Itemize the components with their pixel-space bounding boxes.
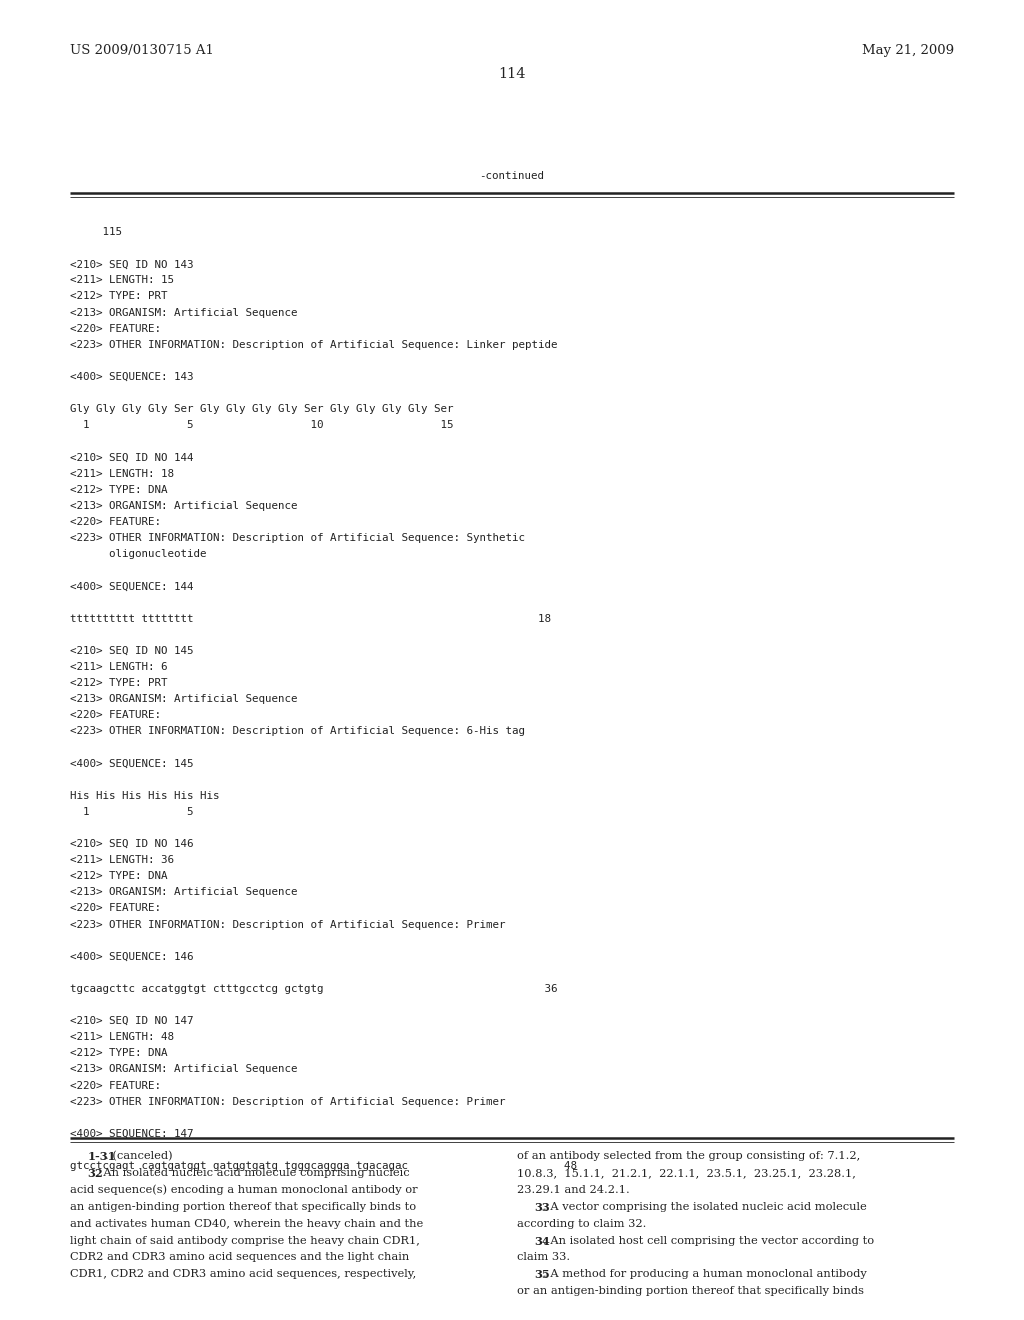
Text: <211> LENGTH: 36: <211> LENGTH: 36 <box>70 855 174 865</box>
Text: <220> FEATURE:: <220> FEATURE: <box>70 710 161 721</box>
Text: tgcaagcttc accatggtgt ctttgcctcg gctgtg                                  36: tgcaagcttc accatggtgt ctttgcctcg gctgtg … <box>70 983 557 994</box>
Text: <212> TYPE: PRT: <212> TYPE: PRT <box>70 678 167 688</box>
Text: 35: 35 <box>535 1270 550 1280</box>
Text: <400> SEQUENCE: 146: <400> SEQUENCE: 146 <box>70 952 194 962</box>
Text: <220> FEATURE:: <220> FEATURE: <box>70 903 161 913</box>
Text: . A vector comprising the isolated nucleic acid molecule: . A vector comprising the isolated nucle… <box>544 1201 867 1212</box>
Text: <212> TYPE: PRT: <212> TYPE: PRT <box>70 292 167 301</box>
Text: <212> TYPE: DNA: <212> TYPE: DNA <box>70 1048 167 1059</box>
Text: and activates human CD40, wherein the heavy chain and the: and activates human CD40, wherein the he… <box>70 1218 423 1229</box>
Text: <211> LENGTH: 18: <211> LENGTH: 18 <box>70 469 174 479</box>
Text: <210> SEQ ID NO 146: <210> SEQ ID NO 146 <box>70 840 194 849</box>
Text: <400> SEQUENCE: 147: <400> SEQUENCE: 147 <box>70 1129 194 1139</box>
Text: May 21, 2009: May 21, 2009 <box>862 44 954 57</box>
Text: 1-31: 1-31 <box>87 1151 116 1162</box>
Text: <223> OTHER INFORMATION: Description of Artificial Sequence: Primer: <223> OTHER INFORMATION: Description of … <box>70 1097 505 1106</box>
Text: 23.29.1 and 24.2.1.: 23.29.1 and 24.2.1. <box>517 1185 630 1195</box>
Text: <210> SEQ ID NO 144: <210> SEQ ID NO 144 <box>70 453 194 462</box>
Text: 33: 33 <box>535 1201 550 1213</box>
Text: <213> ORGANISM: Artificial Sequence: <213> ORGANISM: Artificial Sequence <box>70 500 297 511</box>
Text: 34: 34 <box>535 1236 550 1246</box>
Text: Gly Gly Gly Gly Ser Gly Gly Gly Gly Ser Gly Gly Gly Gly Ser: Gly Gly Gly Gly Ser Gly Gly Gly Gly Ser … <box>70 404 454 414</box>
Text: <400> SEQUENCE: 145: <400> SEQUENCE: 145 <box>70 759 194 768</box>
Text: 1               5                  10                  15: 1 5 10 15 <box>70 420 454 430</box>
Text: <211> LENGTH: 15: <211> LENGTH: 15 <box>70 276 174 285</box>
Text: <223> OTHER INFORMATION: Description of Artificial Sequence: 6-His tag: <223> OTHER INFORMATION: Description of … <box>70 726 524 737</box>
Text: <223> OTHER INFORMATION: Description of Artificial Sequence: Synthetic: <223> OTHER INFORMATION: Description of … <box>70 533 524 543</box>
Text: according to claim 32.: according to claim 32. <box>517 1218 646 1229</box>
Text: 115: 115 <box>70 227 122 238</box>
Text: <212> TYPE: DNA: <212> TYPE: DNA <box>70 484 167 495</box>
Text: claim 33.: claim 33. <box>517 1253 570 1262</box>
Text: <213> ORGANISM: Artificial Sequence: <213> ORGANISM: Artificial Sequence <box>70 694 297 704</box>
Text: <213> ORGANISM: Artificial Sequence: <213> ORGANISM: Artificial Sequence <box>70 1064 297 1074</box>
Text: <223> OTHER INFORMATION: Description of Artificial Sequence: Linker peptide: <223> OTHER INFORMATION: Description of … <box>70 339 557 350</box>
Text: 32: 32 <box>87 1168 102 1179</box>
Text: US 2009/0130715 A1: US 2009/0130715 A1 <box>70 44 214 57</box>
Text: tttttttttt tttttttt                                                     18: tttttttttt tttttttt 18 <box>70 614 551 623</box>
Text: His His His His His His: His His His His His His <box>70 791 219 801</box>
Text: 114: 114 <box>499 67 525 81</box>
Text: <213> ORGANISM: Artificial Sequence: <213> ORGANISM: Artificial Sequence <box>70 308 297 318</box>
Text: <210> SEQ ID NO 145: <210> SEQ ID NO 145 <box>70 645 194 656</box>
Text: <212> TYPE: DNA: <212> TYPE: DNA <box>70 871 167 882</box>
Text: <400> SEQUENCE: 143: <400> SEQUENCE: 143 <box>70 372 194 381</box>
Text: . A method for producing a human monoclonal antibody: . A method for producing a human monoclo… <box>544 1270 867 1279</box>
Text: <220> FEATURE:: <220> FEATURE: <box>70 323 161 334</box>
Text: an antigen-binding portion thereof that specifically binds to: an antigen-binding portion thereof that … <box>70 1201 416 1212</box>
Text: CDR2 and CDR3 amino acid sequences and the light chain: CDR2 and CDR3 amino acid sequences and t… <box>70 1253 409 1262</box>
Text: <220> FEATURE:: <220> FEATURE: <box>70 1081 161 1090</box>
Text: light chain of said antibody comprise the heavy chain CDR1,: light chain of said antibody comprise th… <box>70 1236 420 1246</box>
Text: <213> ORGANISM: Artificial Sequence: <213> ORGANISM: Artificial Sequence <box>70 887 297 898</box>
Text: 1               5: 1 5 <box>70 807 194 817</box>
Text: <210> SEQ ID NO 147: <210> SEQ ID NO 147 <box>70 1016 194 1026</box>
Text: <210> SEQ ID NO 143: <210> SEQ ID NO 143 <box>70 259 194 269</box>
Text: . An isolated host cell comprising the vector according to: . An isolated host cell comprising the v… <box>544 1236 874 1246</box>
Text: 10.8.3,  15.1.1,  21.2.1,  22.1.1,  23.5.1,  23.25.1,  23.28.1,: 10.8.3, 15.1.1, 21.2.1, 22.1.1, 23.5.1, … <box>517 1168 856 1177</box>
Text: . (canceled): . (canceled) <box>104 1151 172 1162</box>
Text: acid sequence(s) encoding a human monoclonal antibody or: acid sequence(s) encoding a human monocl… <box>70 1185 417 1196</box>
Text: <211> LENGTH: 48: <211> LENGTH: 48 <box>70 1032 174 1043</box>
Text: oligonucleotide: oligonucleotide <box>70 549 206 560</box>
Text: of an antibody selected from the group consisting of: 7.1.2,: of an antibody selected from the group c… <box>517 1151 860 1162</box>
Text: gtcctcgagt cagtgatggt gatggtgatg tgggcaggga tgacagac                        48: gtcctcgagt cagtgatggt gatggtgatg tgggcag… <box>70 1162 577 1171</box>
Text: -continued: -continued <box>479 170 545 181</box>
Text: <211> LENGTH: 6: <211> LENGTH: 6 <box>70 661 167 672</box>
Text: or an antigen-binding portion thereof that specifically binds: or an antigen-binding portion thereof th… <box>517 1286 864 1296</box>
Text: <400> SEQUENCE: 144: <400> SEQUENCE: 144 <box>70 581 194 591</box>
Text: <223> OTHER INFORMATION: Description of Artificial Sequence: Primer: <223> OTHER INFORMATION: Description of … <box>70 920 505 929</box>
Text: . An isolated nucleic acid molecule comprising nucleic: . An isolated nucleic acid molecule comp… <box>96 1168 410 1177</box>
Text: CDR1, CDR2 and CDR3 amino acid sequences, respectively,: CDR1, CDR2 and CDR3 amino acid sequences… <box>70 1270 416 1279</box>
Text: <220> FEATURE:: <220> FEATURE: <box>70 517 161 527</box>
